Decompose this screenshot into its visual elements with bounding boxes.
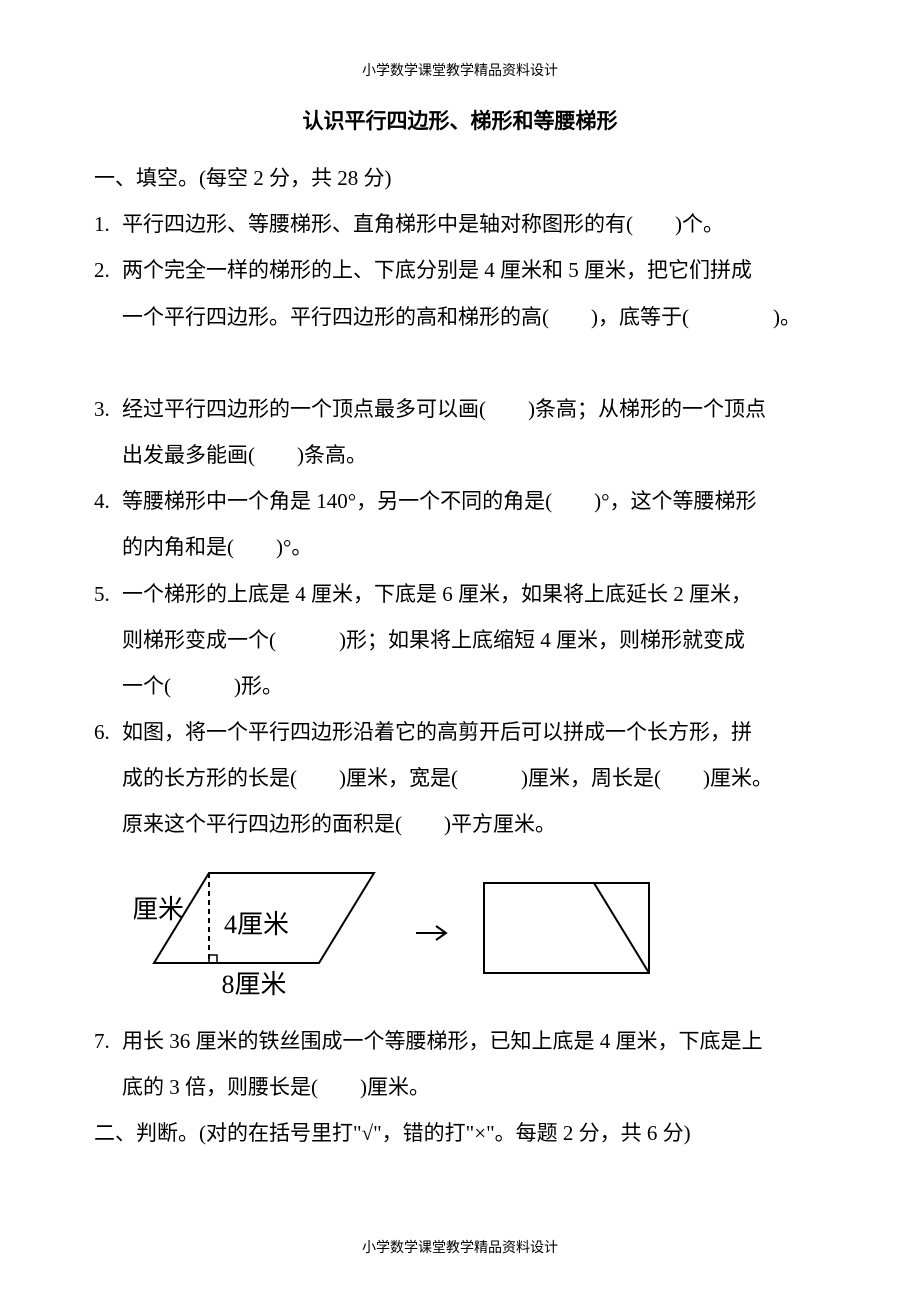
page: 小学数学课堂教学精品资料设计 认识平行四边形、梯形和等腰梯形 一、填空。(每空 … [0, 0, 920, 1302]
q2-num: 2. [94, 247, 122, 293]
arrow-icon [414, 918, 454, 948]
q6-line3: 原来这个平行四边形的面积是( )平方厘米。 [94, 801, 826, 847]
q5-line3: 一个( )形。 [94, 663, 826, 709]
page-header: 小学数学课堂教学精品资料设计 [94, 60, 826, 80]
svg-text:8厘米: 8厘米 [221, 970, 286, 999]
q6-line2: 成的长方形的长是( )厘米，宽是( )厘米，周长是( )厘米。 [94, 755, 826, 801]
q1-text: 平行四边形、等腰梯形、直角梯形中是轴对称图形的有( )个。 [122, 201, 826, 247]
q4-line2: 的内角和是( )°。 [94, 524, 826, 570]
q2-line1: 两个完全一样的梯形的上、下底分别是 4 厘米和 5 厘米，把它们拼成 [122, 247, 826, 293]
q3-line2: 出发最多能画( )条高。 [94, 432, 826, 478]
q1-num: 1. [94, 201, 122, 247]
svg-text:4厘米: 4厘米 [224, 910, 289, 939]
q7-num: 7. [94, 1018, 122, 1064]
q7-line1: 用长 36 厘米的铁丝围成一个等腰梯形，已知上底是 4 厘米，下底是上 [122, 1018, 826, 1064]
q4-num: 4. [94, 478, 122, 524]
q6-num: 6. [94, 709, 122, 755]
q5-line2: 则梯形变成一个( )形；如果将上底缩短 4 厘米，则梯形就变成 [94, 617, 826, 663]
question-7: 7. 用长 36 厘米的铁丝围成一个等腰梯形，已知上底是 4 厘米，下底是上 [94, 1018, 826, 1064]
q5-num: 5. [94, 571, 122, 617]
q3-line1: 经过平行四边形的一个顶点最多可以画( )条高；从梯形的一个顶点 [122, 386, 826, 432]
q3-num: 3. [94, 386, 122, 432]
page-footer: 小学数学课堂教学精品资料设计 [0, 1237, 920, 1257]
section-1-heading: 一、填空。(每空 2 分，共 28 分) [94, 155, 826, 201]
q2-line2: 一个平行四边形。平行四边形的高和梯形的高( )，底等于( )。 [94, 294, 826, 340]
question-1: 1. 平行四边形、等腰梯形、直角梯形中是轴对称图形的有( )个。 [94, 201, 826, 247]
rectangle-icon [474, 873, 674, 993]
svg-text:5厘米: 5厘米 [134, 895, 184, 924]
q7-line2: 底的 3 倍，则腰长是( )厘米。 [94, 1064, 826, 1110]
section-2-heading: 二、判断。(对的在括号里打"√"，错的打"×"。每题 2 分，共 6 分) [94, 1110, 826, 1156]
q6-line1: 如图，将一个平行四边形沿着它的高剪开后可以拼成一个长方形，拼 [122, 709, 826, 755]
question-4: 4. 等腰梯形中一个角是 140°，另一个不同的角是( )°，这个等腰梯形 [94, 478, 826, 524]
question-2: 2. 两个完全一样的梯形的上、下底分别是 4 厘米和 5 厘米，把它们拼成 [94, 247, 826, 293]
spacer [94, 340, 826, 386]
q4-line1: 等腰梯形中一个角是 140°，另一个不同的角是( )°，这个等腰梯形 [122, 478, 826, 524]
question-5: 5. 一个梯形的上底是 4 厘米，下底是 6 厘米，如果将上底延长 2 厘米， [94, 571, 826, 617]
question-3: 3. 经过平行四边形的一个顶点最多可以画( )条高；从梯形的一个顶点 [94, 386, 826, 432]
document-title: 认识平行四边形、梯形和等腰梯形 [94, 105, 826, 135]
question-6: 6. 如图，将一个平行四边形沿着它的高剪开后可以拼成一个长方形，拼 [94, 709, 826, 755]
q5-line1: 一个梯形的上底是 4 厘米，下底是 6 厘米，如果将上底延长 2 厘米， [122, 571, 826, 617]
parallelogram-icon: 5厘米 4厘米 8厘米 [134, 863, 394, 1003]
q6-figure: 5厘米 4厘米 8厘米 [94, 863, 826, 1003]
